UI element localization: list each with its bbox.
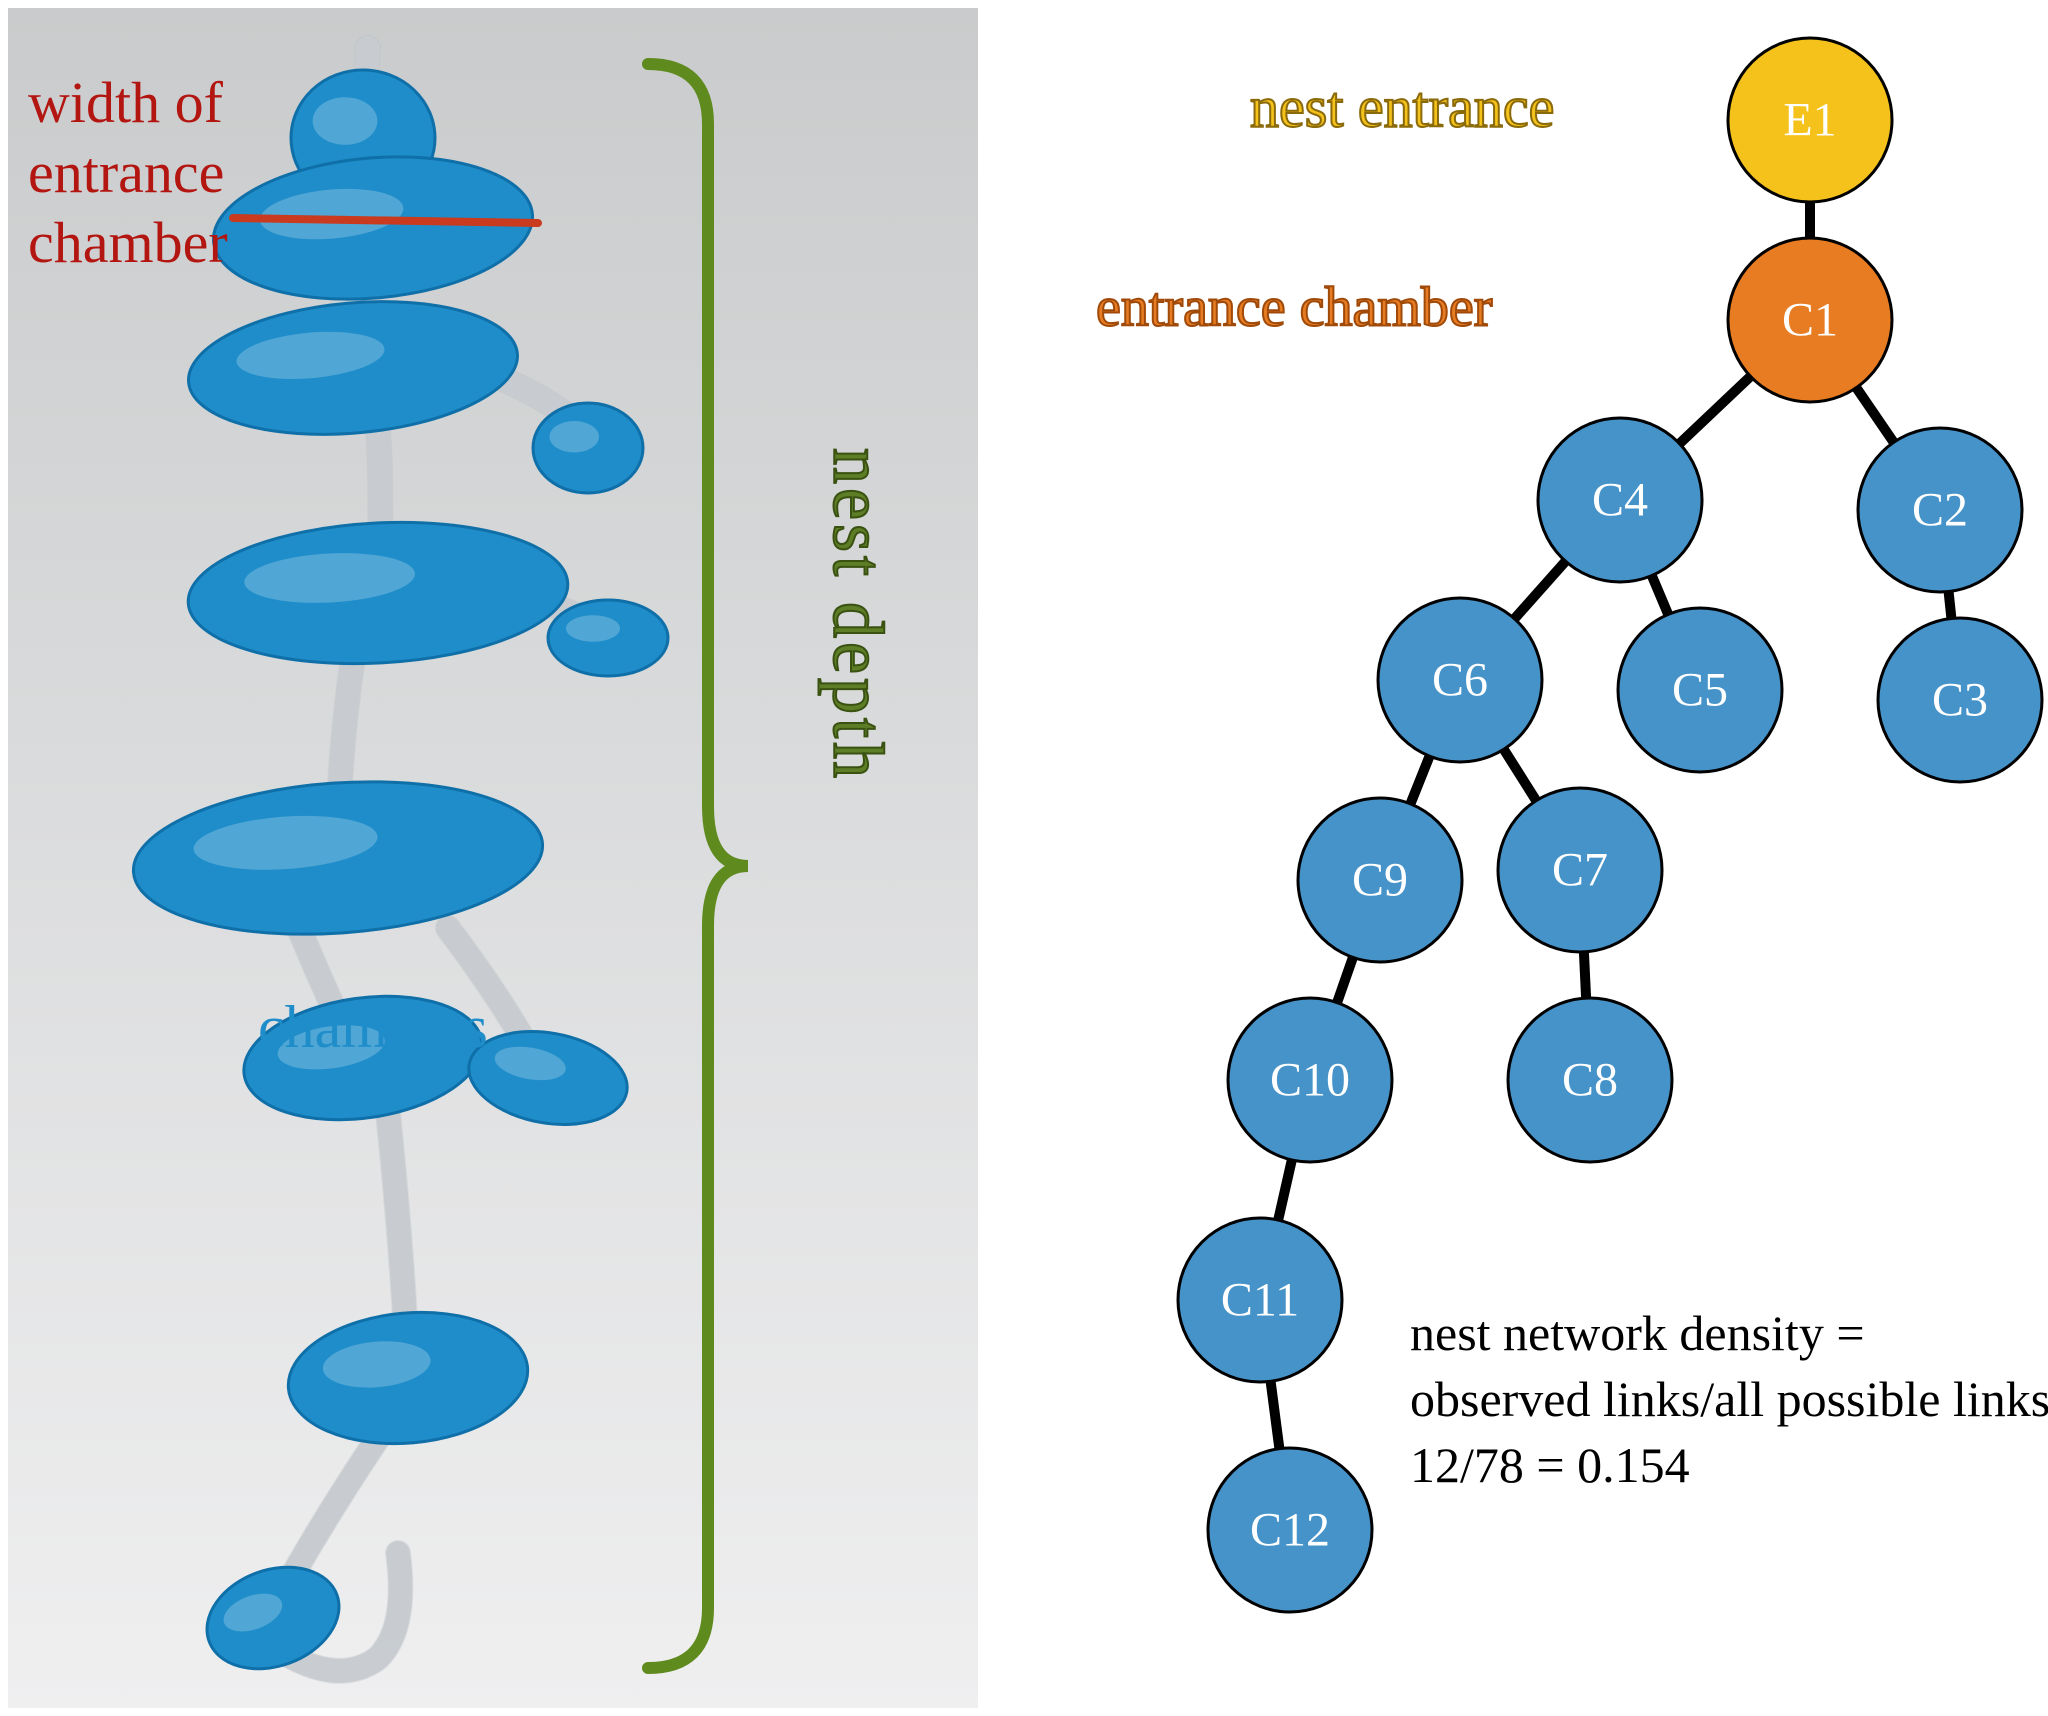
graph-node-c4: C4 [1538,418,1702,582]
chambers-label: chambers [258,993,488,1062]
nest-depth-label: nest depth [764,428,924,1204]
density-formula-text: nest network density = observed links/al… [1410,1300,2048,1498]
graph-node-c12: C12 [1208,1448,1372,1612]
svg-text:C10: C10 [1270,1054,1350,1107]
svg-text:nest depth: nest depth [818,448,898,782]
svg-text:C7: C7 [1552,844,1608,897]
svg-text:nest entrance: nest entrance [1250,77,1554,139]
nest-entrance-label: nest entrance [1250,77,1850,177]
svg-text:C11: C11 [1221,1274,1299,1327]
entrance-chamber-label: entrance chamber [1096,278,1796,378]
graph-node-c9: C9 [1298,798,1462,962]
svg-text:C12: C12 [1250,1504,1330,1557]
svg-text:C4: C4 [1592,474,1648,527]
graph-node-c11: C11 [1178,1218,1342,1382]
svg-text:C6: C6 [1432,654,1488,707]
graph-node-c8: C8 [1508,998,1672,1162]
graph-node-c10: C10 [1228,998,1392,1162]
width-marker [233,218,538,223]
graph-node-c3: C3 [1878,618,2042,782]
graph-node-c5: C5 [1618,608,1782,772]
width-of-entrance-label: width of entrance chamber [28,68,228,278]
svg-text:C9: C9 [1352,854,1408,907]
chamber-blob [533,403,643,493]
svg-text:C3: C3 [1932,674,1988,727]
graph-node-c7: C7 [1498,788,1662,952]
svg-text:entrance chamber: entrance chamber [1096,278,1493,339]
svg-text:C8: C8 [1562,1054,1618,1107]
chamber-blob [548,600,668,676]
graph-node-c2: C2 [1858,428,2022,592]
graph-node-c6: C6 [1378,598,1542,762]
svg-text:C5: C5 [1672,664,1728,717]
svg-text:C2: C2 [1912,484,1968,537]
